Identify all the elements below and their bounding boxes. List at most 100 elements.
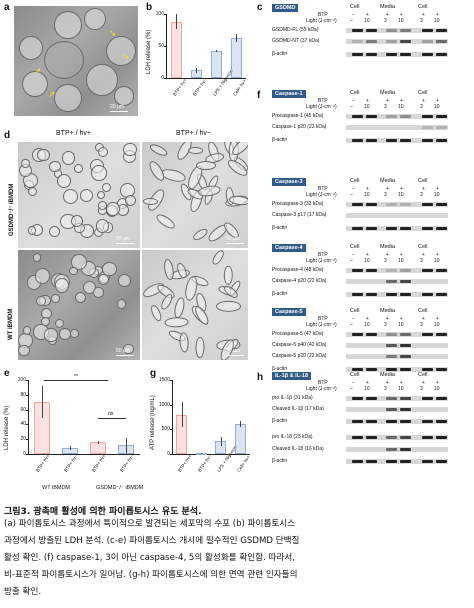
band: [386, 115, 397, 118]
light-value: 10: [434, 18, 440, 24]
band: [400, 420, 411, 423]
cell: [124, 195, 136, 207]
scale-bar: 50 μm: [226, 236, 244, 244]
y-tick-label: 1500: [158, 377, 170, 383]
bar: [210, 51, 222, 78]
band: [366, 53, 377, 56]
cell: [191, 226, 210, 243]
band-row: [346, 367, 448, 372]
btp-value: +: [422, 12, 425, 18]
btp-value: +: [400, 252, 403, 258]
band: [422, 227, 433, 230]
chart-b: LDH release (%) 0 50 100 BTP+ hv+ BTP+ hv− LPS…: [146, 6, 250, 114]
col-label-cell: Cell: [350, 372, 360, 378]
panel-f-label: f: [257, 90, 261, 101]
error-bar: [70, 445, 71, 451]
light-value: −: [350, 258, 353, 264]
blot-title: Caspase-3: [272, 178, 306, 186]
btp-value: +: [436, 252, 439, 258]
light-value: 3: [420, 18, 423, 24]
band: [422, 420, 433, 423]
cell: [56, 173, 71, 189]
cell: [18, 344, 30, 357]
light-value: 3: [420, 322, 423, 328]
blot-c: GSDMD Cell Media Cell BTP Light (J·cm⁻²) − + + + +…: [272, 4, 472, 82]
band-row: [346, 419, 448, 424]
row-label-gsdmd: GSDMD⁻/⁻ iBMDM: [9, 183, 15, 236]
y-tick: [164, 46, 166, 47]
band: [436, 368, 447, 371]
col-label-cell: Cell: [418, 372, 428, 378]
band-label: Cleaved IL-18 (16 kDa): [272, 446, 324, 452]
cell: [123, 343, 134, 355]
btp-value: +: [400, 98, 403, 104]
band: [352, 397, 363, 400]
btp-value: +: [436, 186, 439, 192]
band: [400, 460, 411, 463]
light-value: 3: [384, 192, 387, 198]
x-axis: [172, 454, 250, 455]
band: [422, 139, 433, 142]
light-value: 10: [434, 322, 440, 328]
cell: [105, 201, 121, 217]
y-tick: [170, 454, 172, 455]
cell: [116, 298, 127, 309]
panel-h-label: h: [257, 372, 264, 383]
band-label: GSDMD-FL (55 kDa): [272, 27, 319, 33]
arrow-icon: ➘: [122, 51, 130, 61]
micrograph-d2: [142, 142, 248, 248]
y-tick: [26, 439, 28, 441]
band-label: β-actin: [272, 225, 288, 231]
cell: [61, 151, 76, 165]
y-tick-label: 500: [161, 426, 170, 433]
bar: [34, 402, 50, 454]
cell: [95, 218, 110, 233]
band-label: GSDMD-NT (37 kDa): [272, 38, 320, 44]
band: [422, 333, 433, 336]
micrograph-d4: [142, 250, 248, 360]
col-label-media: Media: [380, 244, 395, 250]
band: [352, 368, 363, 371]
band: [436, 269, 447, 272]
band: [422, 436, 433, 439]
blot-il: IL-1β & IL-18 Cell Media Cell BTP Light (J·cm…: [272, 372, 472, 496]
cell: [210, 250, 227, 267]
btp-value: +: [436, 380, 439, 386]
band: [422, 269, 433, 272]
band-row: [346, 202, 448, 207]
band: [436, 40, 447, 43]
col-label-cell: Cell: [418, 90, 428, 96]
band-row: [346, 39, 448, 44]
light-value: 10: [364, 18, 370, 24]
significance-mark: **: [74, 374, 78, 380]
cell: [34, 268, 51, 285]
band: [400, 269, 411, 272]
blot-title: Caspase-1: [272, 90, 306, 98]
btp-value: +: [400, 12, 403, 18]
band: [386, 460, 397, 463]
btp-label: BTP: [318, 316, 328, 322]
x-tick-label: BTP+ hv+: [177, 453, 193, 473]
band: [366, 29, 377, 32]
chart-g: ATP release (ng/mL) 0 500 1000 1500 BTP+ hv+ B…: [150, 372, 254, 494]
micrograph-d3: [18, 250, 140, 360]
y-tick-label: 100: [17, 377, 26, 383]
y-tick-label: 60: [20, 406, 26, 413]
band: [352, 53, 363, 56]
scale-bar: 50 μm: [116, 348, 134, 356]
light-value: 10: [434, 104, 440, 110]
col-label-cell: Cell: [350, 90, 360, 96]
band: [352, 269, 363, 272]
band: [352, 115, 363, 118]
x-tick-label: Cell+ hv+: [235, 454, 251, 473]
col-label-cell: Cell: [418, 244, 428, 250]
band-label: β-actin: [272, 418, 288, 424]
light-value: 3: [384, 322, 387, 328]
btp-value: +: [366, 98, 369, 104]
col-label-cell: Cell: [350, 244, 360, 250]
cell: [102, 261, 117, 276]
light-value: 3: [420, 258, 423, 264]
band-row: [346, 279, 448, 284]
cell: [27, 186, 37, 197]
cell: [36, 296, 47, 307]
